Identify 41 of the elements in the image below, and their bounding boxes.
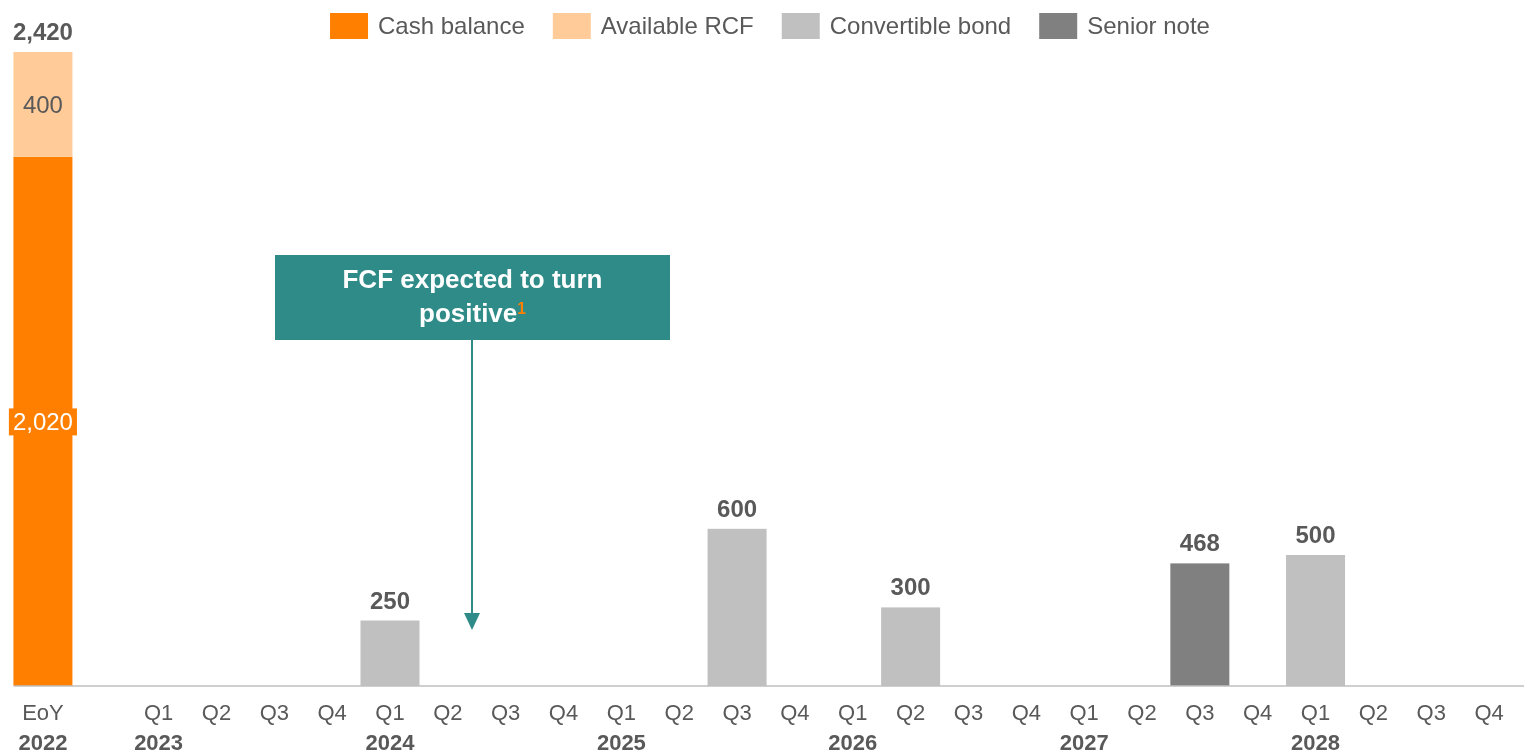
data-label: 600 (717, 494, 758, 522)
x-tick-label: Q1 2027 (1059, 700, 1109, 754)
x-tick-label: Q2 (433, 700, 463, 725)
x-tick-label: Q3 (953, 700, 984, 725)
total-label: 2,420 (12, 18, 73, 45)
data-label: 250 (369, 586, 411, 614)
x-tick-label: Q2 (201, 700, 232, 725)
legend-label: Convertible bond (829, 12, 1012, 39)
annotation: FCF expected to turn positive$^{1}$ (342, 264, 603, 328)
data-label: 400 (22, 91, 63, 119)
x-tick-label: Q2 (1358, 700, 1389, 725)
x-tick-label: Q3 (259, 700, 289, 725)
x-tick-label: Q1 2028 (1291, 700, 1341, 754)
x-tick-label: Q2 (664, 700, 694, 725)
x-tick-label: Q4 (1243, 700, 1273, 725)
x-tick-label: Q4 (1474, 700, 1504, 725)
callout-box: FCF expected to turn positive$^{1}$ (275, 255, 670, 340)
legend-label: Senior note (1087, 12, 1210, 39)
x-tick-label: Q1 2024 (365, 700, 416, 754)
data-label: 300 (890, 573, 931, 601)
x-tick-label: EoY 2022 (18, 700, 68, 754)
data-label: 468 (1179, 529, 1220, 557)
x-tick-label: Q3 (1185, 700, 1215, 725)
data-label: 2,020 (12, 408, 73, 436)
legend-label: Available RCF (600, 12, 754, 39)
legend-label: Cash balance (378, 12, 525, 39)
x-tick-label: Q4 (780, 700, 810, 725)
x-tick-label: Q3 (722, 700, 752, 725)
x-tick-label: Q1 2023 (134, 700, 184, 754)
x-tick-label: Q3 (491, 700, 521, 725)
data-label: 500 (1295, 521, 1336, 549)
x-tick-label: Q4 (317, 700, 347, 725)
x-tick-label: Q3 (1416, 700, 1446, 725)
x-tick-label: Q4 (548, 700, 579, 725)
x-tick-label: Q2 (895, 700, 926, 725)
bar (13, 52, 73, 157)
x-tick-label: Q1 2026 (828, 700, 878, 754)
bar (1170, 563, 1230, 686)
x-tick-label: Q4 (1011, 700, 1041, 725)
x-tick-label: Q2 (1127, 700, 1157, 725)
x-tick-label: Q1 2025 (596, 700, 646, 754)
